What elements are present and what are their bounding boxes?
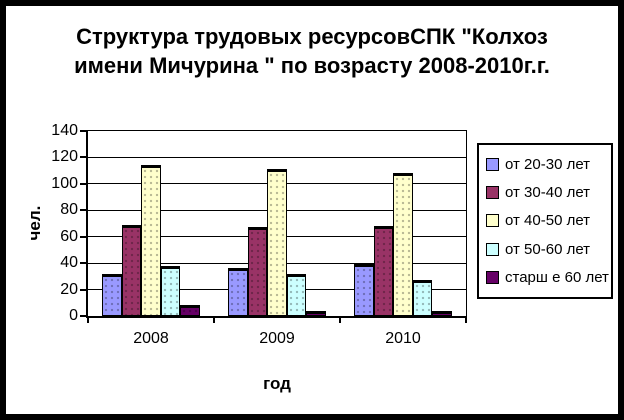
bar-2009-series2 [247, 227, 267, 316]
bar-2008-series2 [121, 224, 141, 316]
y-axis-tick [80, 288, 86, 291]
bar-2008-series5 [180, 305, 200, 316]
y-axis-tick-label: 140 [51, 122, 78, 139]
y-axis-tick [80, 182, 86, 185]
legend-swatch [486, 242, 499, 256]
bar-2009-series1 [228, 268, 248, 316]
bar-2010-series2 [373, 226, 393, 316]
bar-2009-series4 [286, 273, 306, 316]
legend-item-2: от 30-40 лет [486, 184, 609, 201]
x-axis-title: год [263, 374, 291, 393]
y-axis-tick [80, 262, 86, 265]
x-axis-tick [339, 317, 341, 323]
legend-item-4: от 50-60 лет [486, 241, 609, 258]
bar-2008-series3 [141, 165, 161, 316]
y-axis-tick-label: 80 [60, 201, 78, 219]
bar-2010-series1 [354, 264, 374, 316]
x-axis-tick [87, 317, 89, 323]
chart-title-line-1: Структура трудовых ресурсовСПК "Колхоз [76, 24, 548, 49]
y-axis-tick-label: 60 [60, 227, 78, 245]
y-axis-tick-label: 20 [60, 280, 78, 298]
chart-title: Структура трудовых ресурсовСПК "Колхоз и… [6, 22, 618, 80]
x-axis-tick [465, 317, 467, 323]
bar-2010-series4 [412, 280, 432, 316]
legend-swatch [486, 214, 499, 228]
legend-item-3: от 40-50 лет [486, 212, 609, 229]
bar-2008-series4 [160, 265, 180, 316]
legend-label: от 50-60 лет [505, 240, 591, 258]
y-axis-tick-label: 120 [51, 148, 78, 166]
legend-swatch [486, 271, 499, 285]
legend-item-5: старш е 60 лет [486, 269, 609, 286]
legend-swatch [486, 157, 499, 171]
y-axis-tick-label: 0 [69, 307, 78, 324]
y-axis-tick [80, 209, 86, 212]
legend-item-1: от 20-30 лет [486, 156, 609, 173]
legend-label: старш е 60 лет [505, 269, 609, 287]
y-axis-tick [80, 315, 86, 317]
bar-2009-series5 [306, 310, 326, 316]
legend-label: от 40-50 лет [505, 212, 591, 230]
legend: от 20-30 лет от 30-40 лет от 40-50 лет от 5… [477, 143, 613, 299]
bar-2008-series1 [102, 273, 122, 316]
x-axis-category-label-2008: 2008 [133, 330, 169, 347]
y-axis-tick-label: 100 [51, 174, 78, 192]
gridline-120 [88, 156, 466, 158]
chart-title-line-2: имени Мичурина " по возрасту 2008-2010г.… [74, 53, 550, 78]
y-axis-tick [80, 156, 86, 159]
bar-2010-series5 [432, 310, 452, 316]
x-axis-category-label-2009: 2009 [259, 330, 295, 347]
legend-swatch [486, 186, 499, 200]
legend-label: от 20-30 лет [505, 155, 591, 173]
bar-2010-series3 [393, 173, 413, 316]
plot-area [86, 130, 467, 318]
legend-label: от 30-40 лет [505, 184, 591, 202]
bar-2009-series3 [267, 169, 287, 316]
y-axis-tick [80, 130, 86, 132]
x-axis-tick [213, 317, 215, 323]
y-axis-tick-label: 40 [60, 254, 78, 272]
y-axis-tick [80, 235, 86, 238]
x-axis-category-label-2010: 2010 [385, 330, 421, 347]
